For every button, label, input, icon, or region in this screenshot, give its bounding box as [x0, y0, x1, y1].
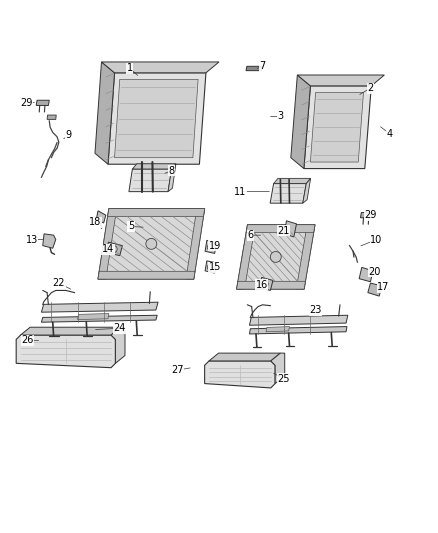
- Polygon shape: [237, 225, 255, 289]
- Polygon shape: [205, 361, 275, 388]
- Polygon shape: [360, 213, 373, 218]
- Polygon shape: [205, 261, 217, 273]
- Polygon shape: [132, 164, 176, 169]
- Text: 7: 7: [259, 61, 266, 71]
- Text: 29: 29: [21, 98, 33, 108]
- Text: 8: 8: [168, 166, 174, 176]
- Polygon shape: [98, 208, 117, 279]
- Text: 23: 23: [309, 305, 322, 315]
- Polygon shape: [303, 179, 311, 203]
- Polygon shape: [95, 62, 115, 164]
- Polygon shape: [108, 208, 205, 216]
- Polygon shape: [250, 315, 348, 325]
- Polygon shape: [237, 281, 305, 289]
- Polygon shape: [47, 115, 56, 119]
- Circle shape: [207, 244, 213, 251]
- Polygon shape: [42, 315, 157, 322]
- Polygon shape: [250, 327, 347, 334]
- Text: 10: 10: [371, 235, 383, 245]
- Polygon shape: [43, 234, 56, 248]
- Polygon shape: [274, 179, 311, 183]
- Polygon shape: [359, 268, 373, 282]
- Text: 6: 6: [247, 230, 254, 240]
- Text: 3: 3: [278, 111, 284, 122]
- Text: 29: 29: [364, 210, 377, 220]
- Ellipse shape: [270, 252, 281, 262]
- Polygon shape: [102, 62, 219, 73]
- Polygon shape: [78, 313, 109, 320]
- Text: 27: 27: [171, 365, 184, 375]
- Text: 22: 22: [53, 278, 65, 288]
- Polygon shape: [270, 183, 306, 203]
- Polygon shape: [96, 211, 106, 223]
- Polygon shape: [259, 277, 273, 290]
- Polygon shape: [98, 271, 195, 279]
- Polygon shape: [304, 86, 371, 168]
- Text: 19: 19: [208, 240, 221, 251]
- Ellipse shape: [146, 238, 157, 249]
- Text: 17: 17: [377, 282, 390, 293]
- Text: 1: 1: [127, 63, 133, 74]
- Polygon shape: [311, 92, 364, 162]
- Polygon shape: [111, 327, 125, 364]
- Polygon shape: [297, 75, 385, 86]
- Text: 21: 21: [277, 226, 290, 236]
- Polygon shape: [36, 100, 49, 106]
- Text: 26: 26: [21, 335, 34, 345]
- Text: 16: 16: [255, 280, 268, 290]
- Polygon shape: [209, 353, 280, 361]
- Text: 20: 20: [369, 266, 381, 277]
- Polygon shape: [296, 225, 315, 289]
- Polygon shape: [115, 79, 198, 158]
- Circle shape: [262, 281, 268, 287]
- Polygon shape: [98, 208, 205, 279]
- Text: 5: 5: [128, 221, 134, 231]
- Polygon shape: [291, 75, 311, 168]
- Text: 9: 9: [66, 130, 72, 140]
- Text: 2: 2: [367, 83, 374, 93]
- Text: 18: 18: [89, 217, 101, 227]
- Polygon shape: [186, 208, 205, 279]
- Polygon shape: [106, 242, 122, 256]
- Polygon shape: [266, 327, 290, 332]
- Text: 14: 14: [102, 244, 114, 254]
- Polygon shape: [168, 164, 176, 192]
- Polygon shape: [129, 169, 172, 192]
- Polygon shape: [246, 66, 262, 71]
- Circle shape: [110, 246, 117, 253]
- Polygon shape: [271, 353, 285, 384]
- Polygon shape: [16, 335, 116, 368]
- Polygon shape: [42, 302, 158, 312]
- Polygon shape: [108, 73, 206, 164]
- Polygon shape: [284, 221, 297, 237]
- Text: 4: 4: [387, 129, 393, 139]
- Text: 24: 24: [113, 324, 126, 333]
- Polygon shape: [21, 327, 120, 335]
- Polygon shape: [237, 225, 315, 289]
- Text: 15: 15: [208, 262, 221, 272]
- Text: 13: 13: [26, 235, 38, 245]
- Text: 11: 11: [234, 187, 246, 197]
- Polygon shape: [246, 225, 315, 232]
- Polygon shape: [205, 240, 217, 254]
- Circle shape: [207, 264, 213, 270]
- Text: 25: 25: [277, 374, 290, 384]
- Polygon shape: [368, 283, 382, 296]
